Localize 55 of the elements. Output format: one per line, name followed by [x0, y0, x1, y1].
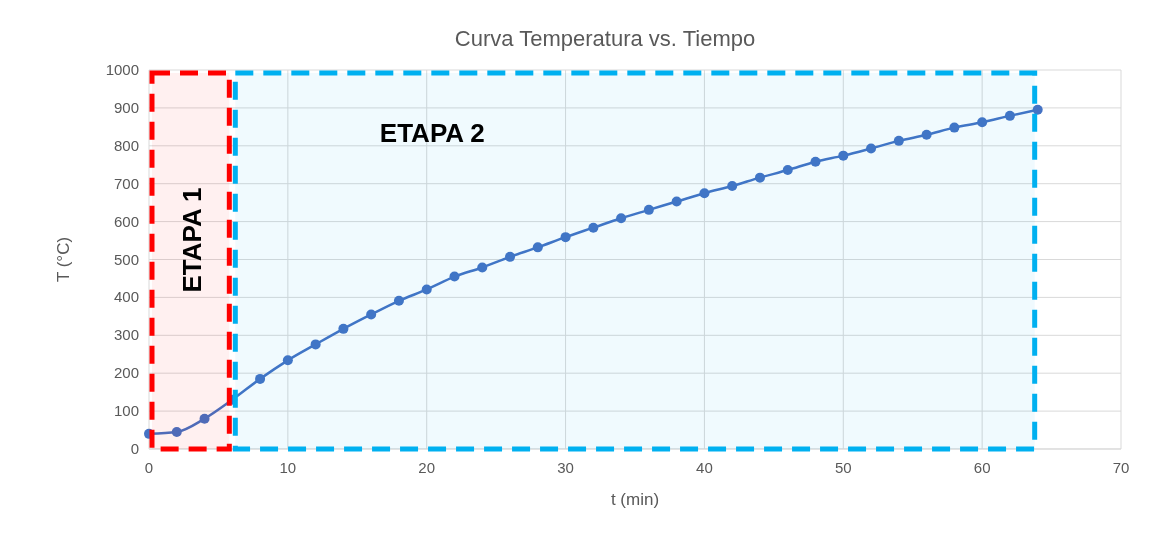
point [1004, 110, 1015, 121]
x-tick-label: 40 [696, 459, 713, 476]
point [671, 196, 682, 207]
x-tick-label: 20 [418, 459, 436, 476]
point [977, 117, 988, 128]
band-label: ETAPA 2 [379, 118, 485, 148]
point [171, 426, 182, 437]
x-tick-label: 30 [557, 459, 574, 476]
y-tick-label: 0 [130, 440, 139, 457]
x-tick-label: 0 [144, 459, 154, 476]
y-axis-title: T (°C) [54, 236, 73, 283]
y-tick-label: 800 [113, 136, 139, 154]
y-tick-label: 400 [113, 288, 139, 306]
point [949, 122, 960, 133]
point [754, 172, 765, 183]
y-tick-label: 500 [113, 250, 139, 268]
point [505, 251, 516, 262]
point [866, 143, 877, 154]
y-tick-label: 600 [113, 212, 139, 230]
point [282, 355, 293, 366]
point [1032, 104, 1043, 115]
x-tick-label: 50 [834, 459, 852, 476]
point [616, 213, 627, 224]
point [477, 262, 488, 273]
x-tick-label: 60 [973, 459, 991, 476]
point [810, 156, 821, 167]
point [727, 180, 738, 191]
chart-title: Curva Temperatura vs. Tiempo [454, 26, 756, 51]
x-tick-label: 70 [1112, 459, 1130, 476]
point [893, 135, 904, 146]
point [338, 323, 349, 334]
point [449, 271, 460, 282]
y-tick-label: 900 [113, 98, 139, 116]
point [393, 295, 404, 306]
point [921, 129, 932, 140]
point [366, 309, 377, 320]
y-tick-label: 1000 [105, 61, 139, 78]
point [838, 150, 849, 161]
point [643, 204, 654, 215]
band-label: ETAPA 1 [176, 187, 207, 293]
point [588, 222, 599, 233]
x-axis-title: t (min) [610, 490, 660, 509]
point [310, 339, 321, 350]
point [532, 242, 543, 253]
point [782, 165, 793, 176]
point [699, 188, 710, 199]
y-tick-label: 200 [113, 364, 139, 382]
y-tick-label: 100 [113, 402, 139, 420]
x-tick-label: 10 [279, 459, 297, 476]
y-tick-label: 300 [113, 326, 139, 344]
point [255, 373, 266, 384]
y-tick-label: 700 [113, 174, 139, 192]
point [421, 284, 432, 295]
point [199, 413, 210, 424]
point [560, 232, 571, 243]
